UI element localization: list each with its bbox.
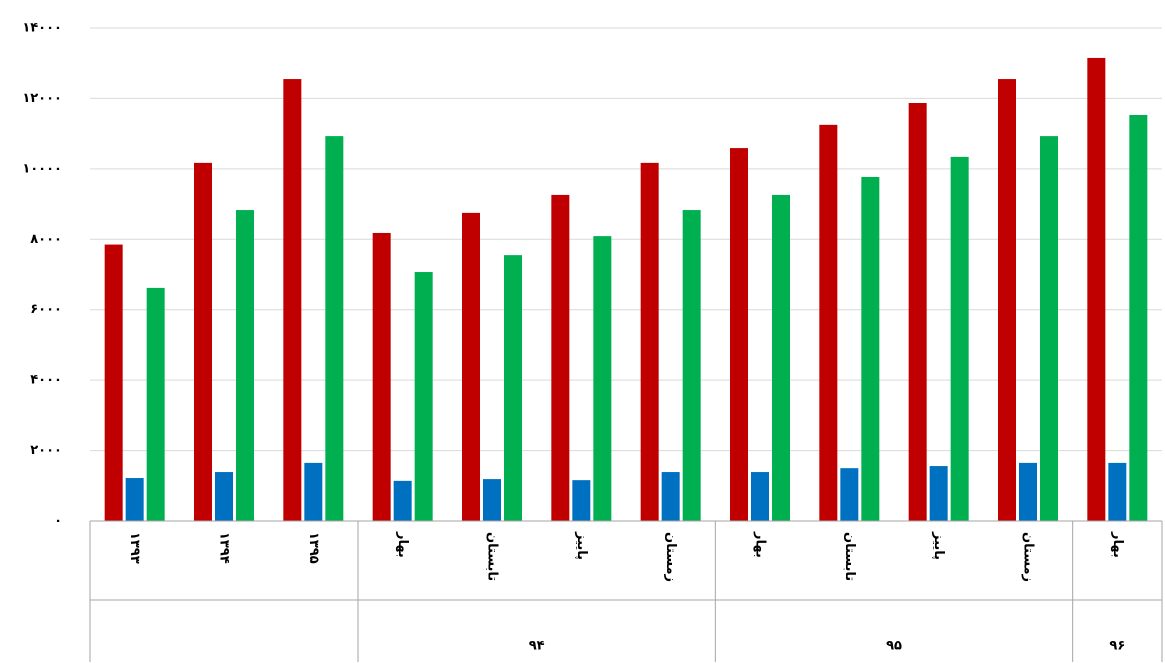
x-tick-label: ۱۳۹۳ <box>127 532 142 564</box>
y-tick-label: ۱۰۰۰۰ <box>22 161 62 176</box>
y-tick-label: ۱۲۰۰۰ <box>22 91 62 106</box>
bar <box>640 162 659 521</box>
bar <box>215 472 233 521</box>
bar <box>304 462 323 521</box>
bar <box>929 466 948 521</box>
bar <box>372 232 391 521</box>
x-tick-label: ۱۳۹۴ <box>217 532 232 564</box>
bar <box>551 194 570 521</box>
x-tick-label: بهار <box>1110 531 1125 558</box>
bar <box>1087 57 1106 522</box>
bar <box>998 79 1016 521</box>
bar <box>661 472 680 521</box>
bar <box>236 210 254 521</box>
y-tick-label: ۶۰۰۰ <box>30 302 62 317</box>
y-tick-label: ۱۴۰۰۰ <box>22 21 62 36</box>
x-tick-label: زمستان <box>1021 532 1036 582</box>
bar <box>819 124 838 521</box>
bar <box>593 236 612 521</box>
bar <box>504 255 522 521</box>
y-tick-label: ۸۰۰۰ <box>30 232 62 247</box>
y-tick-label: ۰ <box>54 514 62 529</box>
group-label: ۹۶ <box>1109 639 1125 654</box>
y-tick-label: ۲۰۰۰ <box>30 443 62 458</box>
bar <box>861 176 880 521</box>
bar <box>125 478 144 521</box>
bar <box>1019 462 1037 521</box>
x-tick-label: تابستان <box>842 532 857 581</box>
group-label: ۹۵ <box>886 639 902 654</box>
bar <box>730 148 748 521</box>
bar <box>908 103 927 521</box>
bar <box>1040 136 1058 522</box>
bar <box>751 472 769 521</box>
x-tick-label: تابستان <box>485 532 500 581</box>
x-tick-label: بهار <box>395 531 410 558</box>
bar <box>1129 114 1148 522</box>
bar <box>572 480 591 521</box>
bar <box>1108 462 1127 521</box>
bar <box>414 272 433 521</box>
bar <box>146 287 165 521</box>
bar <box>283 79 302 521</box>
x-tick-label: پاییز <box>931 531 946 560</box>
x-tick-label: ۱۳۹۵ <box>306 532 321 564</box>
bar <box>325 136 344 522</box>
bar <box>840 468 859 521</box>
bar <box>104 244 123 521</box>
bar <box>194 162 212 521</box>
bar <box>393 480 412 521</box>
y-tick-label: ۴۰۰۰ <box>30 373 62 388</box>
x-tick-label: بهار <box>753 531 768 558</box>
bar <box>950 156 969 522</box>
bar <box>772 194 790 521</box>
group-label: ۹۴ <box>529 639 545 654</box>
x-tick-label: زمستان <box>663 532 678 582</box>
x-tick-label: پاییز <box>574 531 589 560</box>
bar <box>682 210 701 521</box>
bar <box>483 479 501 521</box>
bar <box>462 212 480 521</box>
